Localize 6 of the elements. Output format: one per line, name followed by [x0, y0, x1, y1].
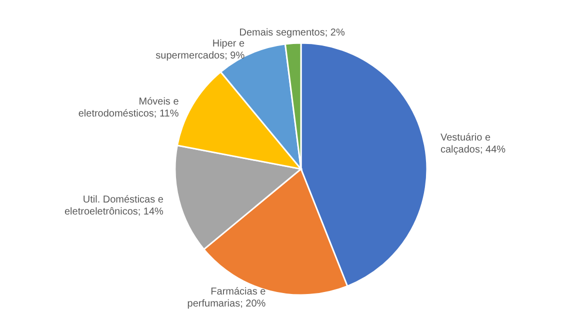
slice-label: Demais segmentos; 2% [239, 27, 345, 38]
slice-label: Móveis e eletrodomésticos; 11% [78, 96, 180, 120]
slice-label: Hiper e supermercados; 9% [156, 38, 246, 62]
slice-label: Farmácias e perfumarias; 20% [187, 286, 266, 310]
slice-label: Vestuário e calçados; 44% [440, 132, 506, 156]
slice-label: Util. Domésticas e eletroeletrônicos; 14% [64, 194, 164, 218]
